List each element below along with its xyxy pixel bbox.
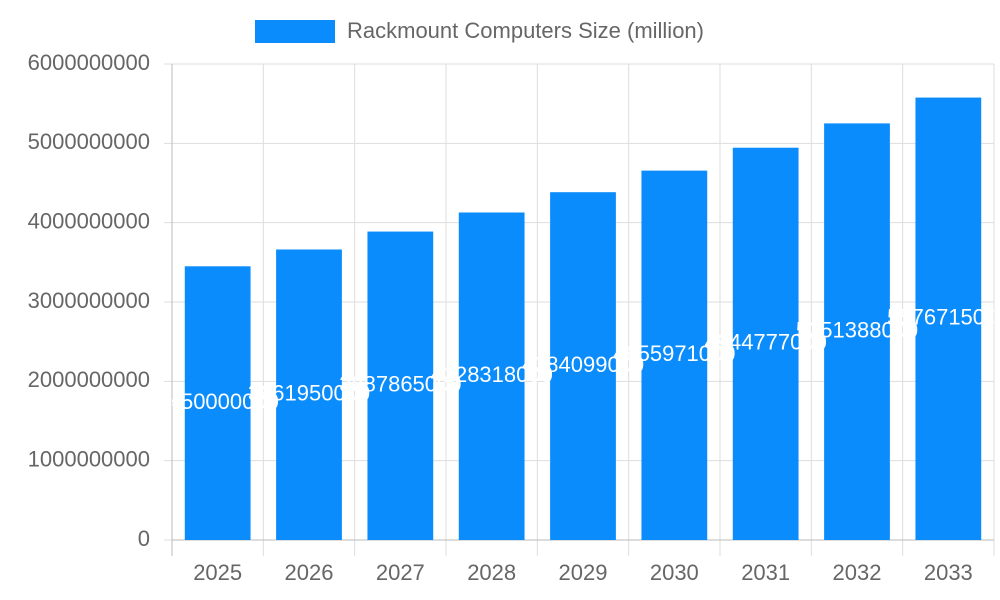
bar [276, 249, 342, 541]
bar [824, 123, 890, 540]
y-tick-label: 4000000000 [28, 208, 150, 233]
data-label: 3887865000 [339, 372, 461, 397]
y-tick-label: 3000000000 [28, 288, 150, 313]
x-tick-label: 2026 [285, 560, 334, 585]
x-tick-label: 2028 [467, 560, 516, 585]
bar [550, 192, 616, 540]
x-tick-label: 2032 [833, 560, 882, 585]
x-tick-label: 2031 [741, 560, 790, 585]
bar [641, 170, 708, 541]
y-tick-label: 5000000000 [28, 129, 150, 154]
data-label: 4384099000 [522, 352, 644, 377]
bar [458, 212, 525, 541]
x-tick-label: 2029 [559, 560, 608, 585]
x-tick-label: 2030 [650, 560, 699, 585]
y-tick-label: 2000000000 [28, 367, 150, 392]
y-tick-label: 6000000000 [28, 50, 150, 75]
data-label: 5576715000 [887, 305, 1000, 330]
x-tick-label: 2027 [376, 560, 425, 585]
y-tick-label: 1000000000 [28, 446, 150, 471]
data-label: 4944777000 [704, 330, 826, 355]
data-label: 3450000000 [156, 389, 278, 414]
data-label: 4655971000 [613, 341, 735, 366]
legend-label: Rackmount Computers Size (million) [347, 18, 704, 43]
bar [915, 97, 982, 540]
bar [367, 231, 434, 540]
data-label: 5251388000 [796, 318, 918, 343]
bar [732, 147, 799, 540]
legend-swatch [255, 20, 335, 43]
data-label: 4128318000 [430, 362, 552, 387]
data-labels: 3450000000366195000038878650004128318000… [156, 305, 1000, 414]
y-tick-label: 0 [138, 526, 150, 551]
data-label: 3661950000 [248, 381, 370, 406]
x-tick-label: 2033 [924, 560, 973, 585]
bar [184, 266, 251, 540]
x-tick-label: 2025 [193, 560, 242, 585]
